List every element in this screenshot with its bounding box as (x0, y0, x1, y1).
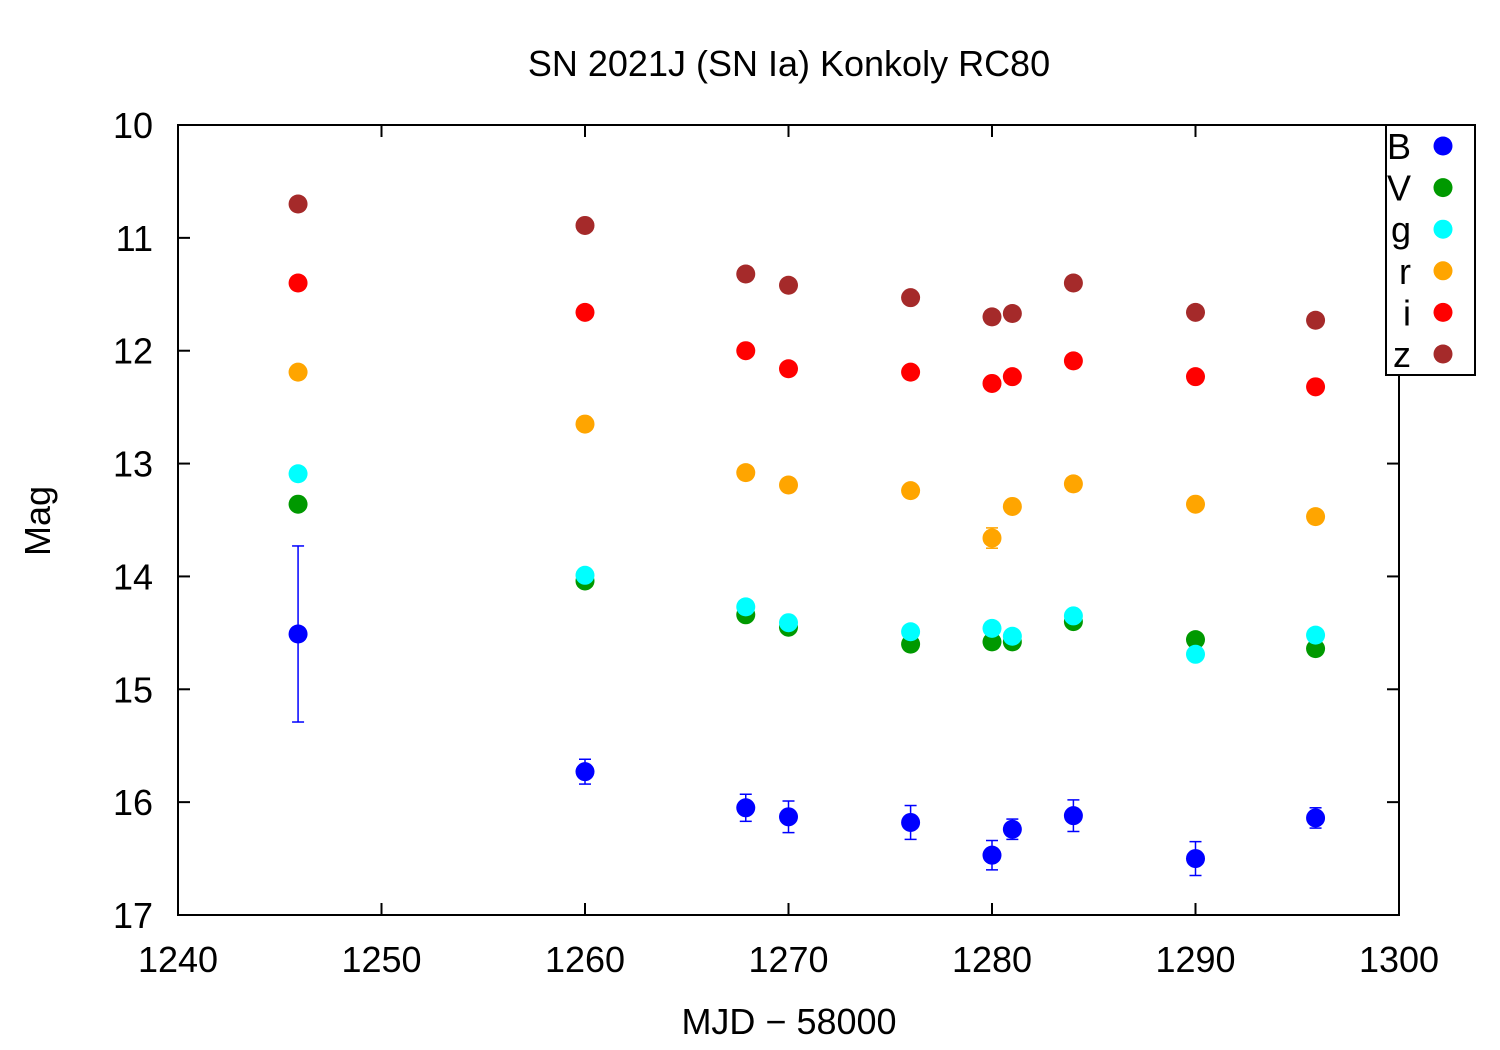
series-B (288, 545, 1326, 877)
data-point-B (736, 798, 756, 818)
data-point-r (575, 414, 595, 434)
data-points (288, 194, 1326, 877)
data-point-g (901, 622, 921, 642)
data-point-B (1306, 808, 1326, 828)
data-point-i (1063, 351, 1083, 371)
legend-label: g (1391, 209, 1411, 250)
legend-marker (1433, 344, 1453, 364)
data-point-z (779, 275, 798, 295)
data-point-B (982, 845, 1002, 865)
data-point-z (1002, 303, 1022, 323)
x-axis-ticks: 1240 1250 1260 1270 1280 1290 1300 (138, 125, 1439, 980)
y-tick-label: 12 (113, 331, 153, 372)
y-tick-label: 10 (113, 105, 153, 146)
data-point-i (982, 373, 1002, 393)
legend-marker (1433, 219, 1453, 239)
series-r (288, 362, 1326, 549)
y-axis-ticks: 10 11 12 13 14 15 16 17 (113, 105, 1399, 936)
data-point-V (982, 632, 1002, 652)
data-point-r (1002, 496, 1022, 516)
legend-box (1385, 124, 1476, 376)
data-point-r (1186, 494, 1205, 514)
data-point-i (575, 302, 595, 322)
series-z (288, 194, 1326, 330)
y-tick-label: 15 (113, 669, 153, 710)
data-point-r (736, 463, 756, 483)
data-point-g (1063, 606, 1083, 626)
series-i (288, 273, 1326, 397)
data-point-g (288, 464, 308, 484)
data-point-B (1002, 819, 1022, 839)
data-point-r (779, 475, 798, 495)
data-point-V (1186, 630, 1205, 650)
x-axis-label: MJD − 58000 (681, 1001, 896, 1042)
legend-label: r (1399, 251, 1411, 292)
y-tick-label: 14 (113, 556, 153, 597)
chart-title: SN 2021J (SN Ia) Konkoly RC80 (528, 43, 1050, 84)
data-point-i (779, 359, 798, 379)
x-tick-label: 1300 (1359, 939, 1439, 980)
data-point-i (1306, 377, 1326, 397)
data-point-B (1063, 806, 1083, 826)
legend-label: V (1387, 168, 1411, 209)
data-point-z (1063, 273, 1083, 293)
data-point-r (901, 481, 921, 501)
legend-marker (1433, 261, 1453, 281)
data-point-z (1306, 310, 1326, 330)
data-point-g (1186, 644, 1205, 664)
legend-label: i (1403, 292, 1411, 333)
legend-label: B (1387, 126, 1411, 167)
data-point-g (575, 565, 595, 585)
legend-marker (1433, 178, 1453, 198)
data-point-B (901, 812, 921, 832)
data-point-g (982, 618, 1002, 638)
data-point-r (1306, 507, 1326, 527)
x-tick-label: 1240 (138, 939, 218, 980)
data-point-r (1063, 474, 1083, 494)
data-point-i (288, 273, 308, 293)
legend-marker (1433, 136, 1453, 156)
data-point-r (288, 362, 308, 382)
x-tick-label: 1280 (952, 939, 1032, 980)
data-point-g (1002, 626, 1022, 646)
data-point-B (779, 807, 798, 827)
data-point-z (1186, 302, 1205, 322)
x-tick-label: 1250 (341, 939, 421, 980)
x-tick-label: 1270 (748, 939, 828, 980)
data-point-z (901, 288, 921, 308)
data-point-i (1002, 367, 1022, 387)
y-tick-label: 16 (113, 782, 153, 823)
data-point-z (575, 215, 595, 235)
data-point-B (575, 762, 595, 782)
data-point-i (901, 362, 921, 382)
y-tick-label: 13 (113, 444, 153, 485)
data-point-g (736, 597, 756, 617)
data-point-z (288, 194, 308, 214)
legend-label: z (1393, 334, 1411, 375)
data-point-z (736, 264, 756, 284)
y-tick-label: 17 (113, 895, 153, 936)
series-g (288, 464, 1326, 664)
data-point-z (982, 307, 1002, 327)
y-axis-label: Mag (17, 486, 58, 556)
data-point-V (288, 494, 308, 514)
y-tick-label: 11 (116, 218, 153, 259)
data-point-i (736, 341, 756, 361)
x-tick-label: 1260 (545, 939, 625, 980)
data-point-g (1306, 625, 1326, 645)
data-point-i (1186, 367, 1205, 387)
data-point-r (982, 528, 1002, 548)
legend-marker (1433, 302, 1453, 322)
data-point-g (779, 613, 798, 633)
data-point-B (1186, 849, 1205, 869)
data-point-V (1306, 639, 1326, 659)
data-point-B (288, 624, 308, 644)
x-tick-label: 1290 (1155, 939, 1235, 980)
